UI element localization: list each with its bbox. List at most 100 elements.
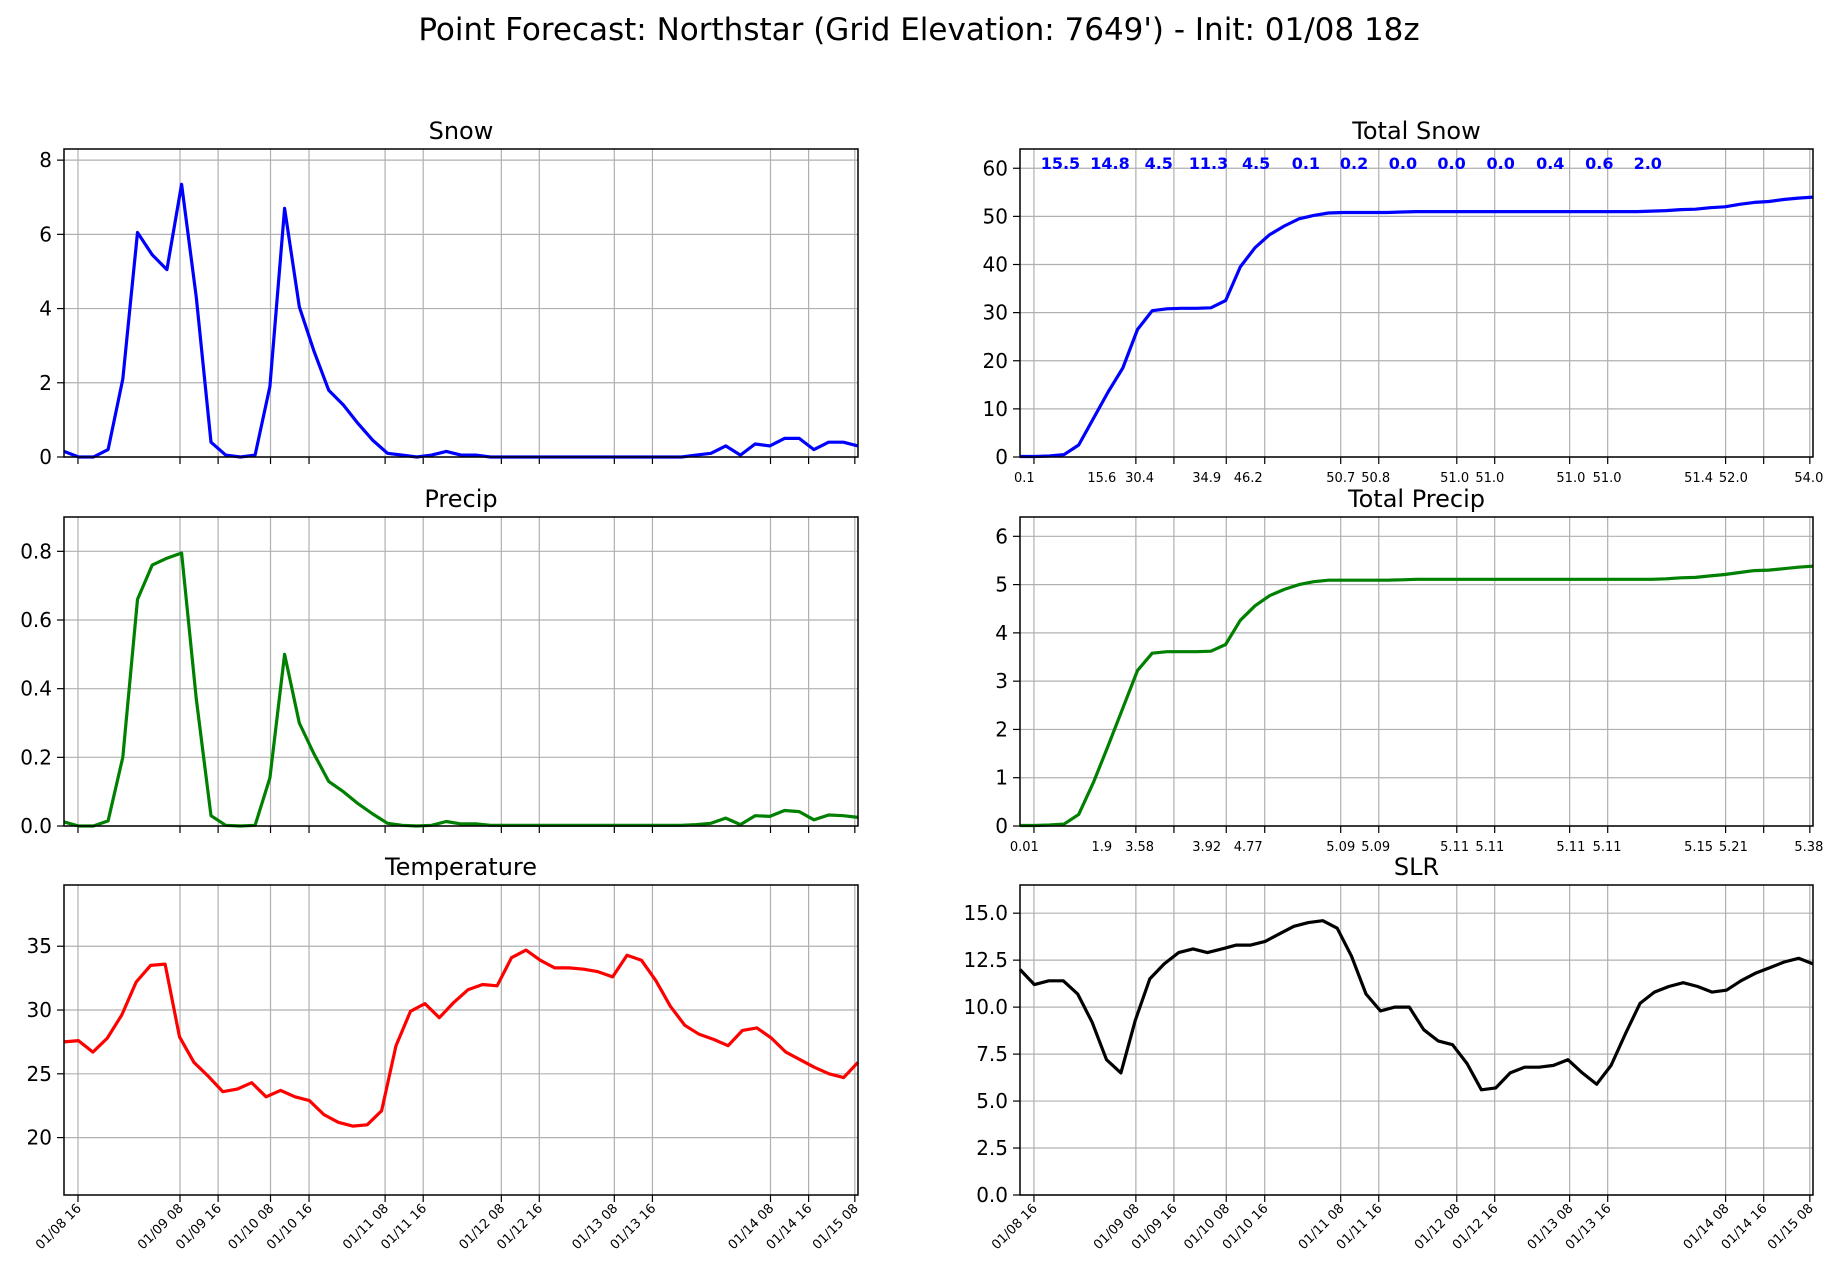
cumulative-label: 51.4 bbox=[1684, 471, 1713, 486]
period-total-label: 4.5 bbox=[1145, 154, 1173, 173]
y-tick-label: 4 bbox=[39, 297, 52, 321]
y-tick-label: 6 bbox=[39, 222, 52, 246]
cumulative-label: 5.09 bbox=[1361, 840, 1390, 855]
cumulative-label: 5.11 bbox=[1556, 840, 1585, 855]
y-tick-label: 0.0 bbox=[976, 1183, 1008, 1207]
cumulative-label: 54.0 bbox=[1794, 471, 1823, 486]
y-tick-label: 10 bbox=[983, 397, 1008, 421]
slr-title: SLR bbox=[1394, 853, 1439, 881]
y-tick-label: 12.5 bbox=[963, 948, 1008, 972]
y-tick-label: 2.5 bbox=[976, 1136, 1008, 1160]
total_precip-title: Total Precip bbox=[1347, 485, 1485, 513]
y-tick-label: 5.0 bbox=[976, 1089, 1008, 1113]
y-tick-label: 6 bbox=[995, 524, 1008, 548]
y-tick-label: 0.8 bbox=[20, 539, 52, 563]
panel-precip: Precip 0.0 0.2 0.4 0.6 0.8 bbox=[20, 485, 859, 838]
y-tick-label: 0 bbox=[995, 814, 1008, 838]
period-total-label: 11.3 bbox=[1189, 154, 1228, 173]
period-total-label: 0.0 bbox=[1389, 154, 1417, 173]
y-tick-label: 20 bbox=[983, 349, 1008, 373]
y-tick-label: 60 bbox=[983, 156, 1008, 180]
x-tick-label: 01/15 08 bbox=[810, 1201, 862, 1253]
y-tick-label: 0 bbox=[995, 445, 1008, 469]
slr-series-line bbox=[1018, 919, 1814, 1092]
y-tick-label: 30 bbox=[983, 301, 1008, 325]
y-tick-label: 7.5 bbox=[976, 1042, 1008, 1066]
period-total-label: 0.1 bbox=[1292, 154, 1320, 173]
cumulative-label: 0.01 bbox=[1010, 840, 1039, 855]
precip-series-line bbox=[63, 551, 859, 828]
panel-snow: Snow 0 2 4 6 8 bbox=[39, 117, 859, 469]
cumulative-label: 15.6 bbox=[1087, 471, 1116, 486]
y-tick-label: 0 bbox=[39, 445, 52, 469]
total_precip-series-line bbox=[1020, 564, 1814, 828]
period-total-label: 0.0 bbox=[1487, 154, 1515, 173]
total_snow-title: Total Snow bbox=[1351, 117, 1480, 145]
cumulative-label: 5.38 bbox=[1794, 840, 1823, 855]
axes-frame bbox=[63, 148, 859, 458]
cumulative-label: 4.77 bbox=[1234, 840, 1263, 855]
y-tick-label: 0.4 bbox=[20, 677, 52, 701]
axes-frame bbox=[63, 884, 859, 1196]
y-tick-label: 8 bbox=[39, 148, 52, 172]
y-tick-label: 40 bbox=[983, 253, 1008, 277]
snow-title: Snow bbox=[429, 117, 494, 145]
cumulative-label: 5.21 bbox=[1719, 840, 1748, 855]
cumulative-label: 0.1 bbox=[1014, 471, 1035, 486]
cumulative-label: 50.7 bbox=[1326, 471, 1355, 486]
period-total-label: 2.0 bbox=[1634, 154, 1662, 173]
axes-frame bbox=[63, 516, 859, 827]
precip-title: Precip bbox=[424, 485, 497, 513]
panel-total_precip: Total Precip 0 1 2 3 4 5 6 0.01 1.9 3.58 3.92 4.77 5.… bbox=[995, 485, 1823, 855]
cumulative-label: 51.0 bbox=[1593, 471, 1622, 486]
y-tick-label: 20 bbox=[27, 1126, 52, 1150]
cumulative-label: 5.11 bbox=[1475, 840, 1504, 855]
cumulative-label: 1.9 bbox=[1091, 840, 1112, 855]
cumulative-label: 51.0 bbox=[1475, 471, 1504, 486]
cumulative-label: 50.8 bbox=[1361, 471, 1390, 486]
y-tick-label: 0.2 bbox=[20, 745, 52, 769]
y-tick-label: 0.6 bbox=[20, 608, 52, 632]
y-tick-label: 10.0 bbox=[963, 995, 1008, 1019]
y-tick-label: 5 bbox=[995, 573, 1008, 597]
temperature-series-line bbox=[63, 948, 860, 1128]
y-tick-label: 30 bbox=[27, 998, 52, 1022]
y-tick-label: 1 bbox=[995, 766, 1008, 790]
y-tick-label: 15.0 bbox=[963, 901, 1008, 925]
cumulative-label: 34.9 bbox=[1192, 471, 1221, 486]
panel-total_snow: Total Snow 0 10 20 30 40 50 60 0.1 15.6 30.4 34.9 46… bbox=[983, 117, 1824, 486]
period-total-label: 4.5 bbox=[1242, 154, 1270, 173]
cumulative-label: 51.0 bbox=[1556, 471, 1585, 486]
period-total-label: 0.6 bbox=[1585, 154, 1613, 173]
period-total-label: 0.4 bbox=[1536, 154, 1564, 173]
temperature-title: Temperature bbox=[384, 853, 537, 881]
x-tick-label: 01/15 08 bbox=[1765, 1201, 1817, 1253]
axes-frame bbox=[1019, 884, 1814, 1196]
cumulative-label: 5.11 bbox=[1440, 840, 1469, 855]
axes-frame bbox=[1019, 516, 1814, 827]
y-tick-label: 35 bbox=[27, 934, 52, 958]
y-tick-label: 25 bbox=[27, 1062, 52, 1086]
snow-series-line bbox=[63, 182, 859, 459]
cumulative-label: 3.92 bbox=[1192, 840, 1221, 855]
figure-title: Point Forecast: Northstar (Grid Elevatio… bbox=[418, 12, 1419, 48]
y-tick-label: 2 bbox=[39, 371, 52, 395]
y-tick-label: 2 bbox=[995, 717, 1008, 741]
cumulative-label: 30.4 bbox=[1125, 471, 1154, 486]
cumulative-label: 51.0 bbox=[1440, 471, 1469, 486]
cumulative-label: 46.2 bbox=[1234, 471, 1263, 486]
cumulative-label: 5.15 bbox=[1684, 840, 1713, 855]
y-tick-label: 3 bbox=[995, 669, 1008, 693]
cumulative-label: 5.11 bbox=[1593, 840, 1622, 855]
cumulative-label: 3.58 bbox=[1125, 840, 1154, 855]
period-total-label: 14.8 bbox=[1090, 154, 1129, 173]
period-total-label: 0.2 bbox=[1340, 154, 1368, 173]
axes-frame bbox=[1019, 148, 1814, 458]
y-tick-label: 50 bbox=[983, 204, 1008, 228]
x-tick-label: 01/08 16 bbox=[33, 1201, 85, 1253]
x-tick-label: 01/08 16 bbox=[989, 1201, 1041, 1253]
period-total-label: 0.0 bbox=[1437, 154, 1465, 173]
